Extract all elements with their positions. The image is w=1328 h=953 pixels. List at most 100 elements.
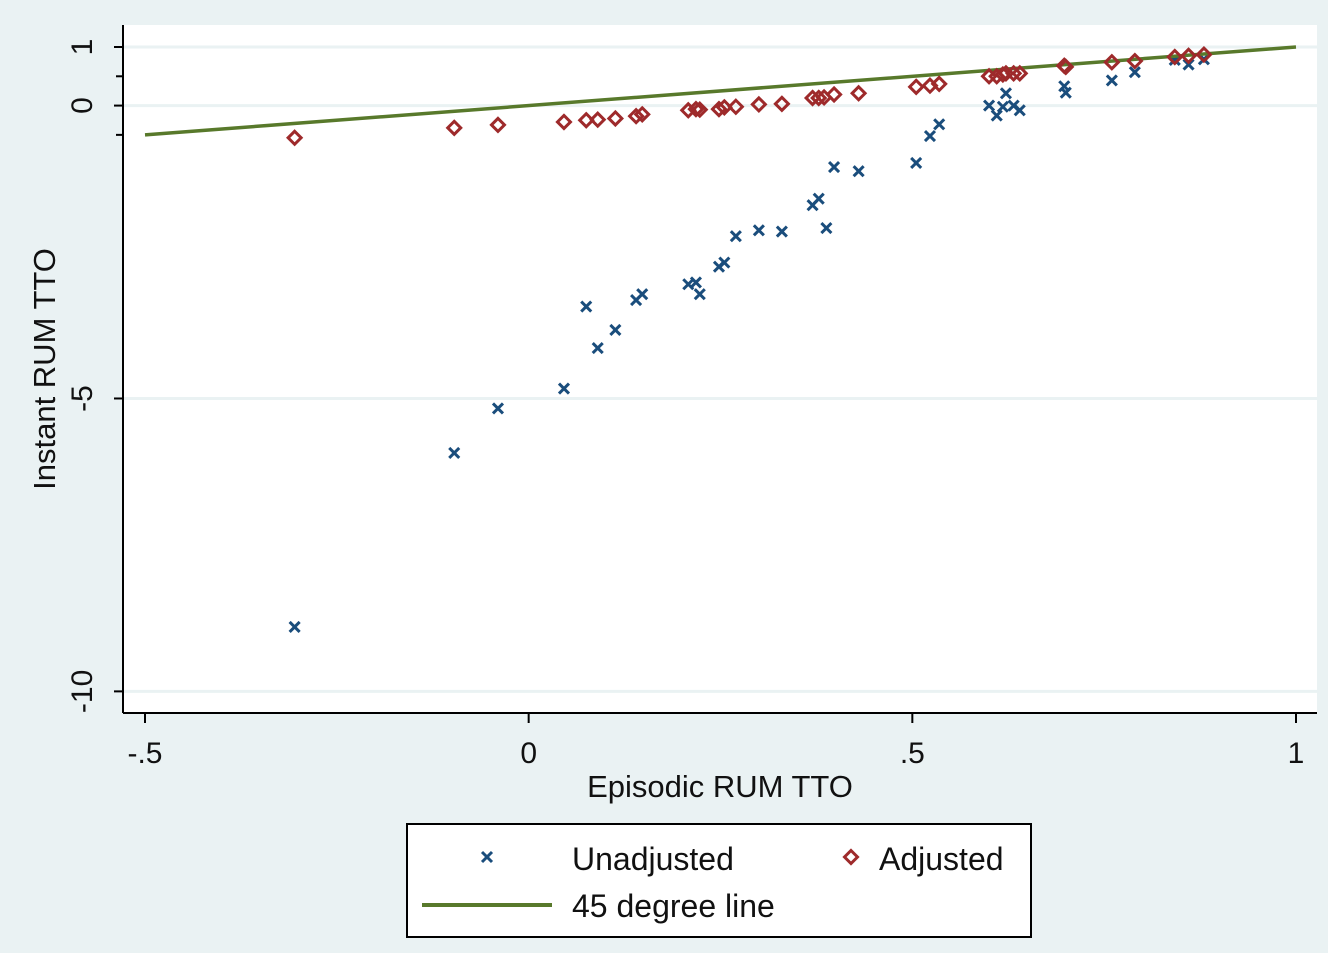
legend-marker-unadjusted bbox=[480, 850, 494, 864]
unadjusted-point bbox=[812, 192, 825, 205]
series-group bbox=[144, 45, 1297, 634]
unadjusted-point-stroke bbox=[718, 256, 731, 269]
unadjusted-point-stroke bbox=[591, 342, 604, 355]
legend-box bbox=[406, 823, 1032, 938]
unadjusted-point bbox=[820, 221, 833, 235]
unadjusted-point-stroke bbox=[288, 620, 301, 634]
y-axis-ticks: 1 0 -5 -10 bbox=[66, 39, 123, 713]
unadjusted-point bbox=[999, 87, 1013, 100]
unadjusted-point-stroke bbox=[1007, 99, 1020, 112]
adjusted-point bbox=[907, 78, 925, 96]
unadjusted-point-stroke bbox=[852, 165, 865, 178]
unadjusted-point bbox=[983, 99, 996, 112]
unadjusted-point-stroke bbox=[580, 300, 593, 313]
unadjusted-point bbox=[996, 100, 1009, 113]
gridlines bbox=[123, 45, 1317, 693]
unadjusted-point-stroke bbox=[729, 230, 742, 243]
adjusted-point bbox=[445, 119, 463, 137]
unadjusted-point-stroke bbox=[996, 100, 1009, 113]
unadjusted-point-stroke bbox=[609, 323, 622, 337]
unadjusted-point bbox=[828, 161, 841, 174]
unadjusted-point bbox=[693, 288, 706, 301]
legend-label-unadjusted: Unadjusted bbox=[572, 841, 734, 877]
adjusted-point bbox=[1179, 47, 1198, 65]
unadjusted-point-stroke bbox=[752, 224, 765, 237]
unadjusted-point bbox=[752, 224, 765, 237]
adjusted-point bbox=[1004, 64, 1023, 82]
adjusted-point bbox=[286, 129, 304, 147]
adjusted-point bbox=[773, 95, 791, 113]
adjusted-point bbox=[627, 107, 645, 125]
adjusted-point bbox=[1057, 58, 1075, 76]
legend: Unadjusted Adjusted 45 degree line bbox=[406, 823, 1032, 938]
unadjusted-point bbox=[636, 288, 649, 301]
unadjusted-point bbox=[729, 230, 742, 243]
adjusted-point bbox=[930, 75, 948, 93]
adjusted-point bbox=[849, 84, 868, 102]
y-axis-title: Instant RUM TTO bbox=[27, 248, 62, 490]
unadjusted-point-stroke bbox=[990, 109, 1003, 122]
x-tick-label: 0 bbox=[520, 737, 537, 770]
adjusted-point bbox=[589, 111, 607, 129]
adjusted-point bbox=[803, 89, 822, 107]
x-tick-label: 1 bbox=[1288, 737, 1305, 770]
unadjusted-point bbox=[491, 402, 505, 415]
unadjusted-point bbox=[852, 165, 865, 178]
adjusted-point bbox=[577, 111, 595, 129]
unadjusted-point bbox=[1128, 66, 1141, 79]
legend-label-45-degree-line: 45 degree line bbox=[572, 888, 775, 924]
unadjusted-point-stroke bbox=[1059, 86, 1072, 99]
unadjusted-point-stroke bbox=[689, 276, 703, 289]
unadjusted-point bbox=[718, 256, 731, 269]
unadjusted-point-stroke bbox=[828, 161, 841, 174]
adjusted-point bbox=[687, 100, 705, 118]
adjusted-point bbox=[710, 100, 728, 118]
y-tick-label: 0 bbox=[66, 97, 99, 114]
unadjusted-point bbox=[1105, 74, 1118, 87]
unadjusted-point bbox=[1013, 104, 1026, 117]
adjusted-point bbox=[1166, 48, 1184, 66]
unadjusted-point-stroke bbox=[910, 156, 923, 170]
adjusted-point bbox=[715, 98, 733, 116]
unadjusted-point-stroke bbox=[491, 402, 505, 415]
adjusted-point bbox=[810, 89, 828, 107]
x-axis-ticks: -.5 0 .5 1 bbox=[127, 713, 1304, 770]
adjusted-point bbox=[1103, 53, 1121, 71]
unadjusted-point-stroke bbox=[983, 99, 996, 112]
unadjusted-point-stroke bbox=[933, 118, 946, 131]
unadjusted-point-stroke bbox=[448, 446, 461, 460]
unadjusted-point bbox=[609, 323, 622, 337]
unadjusted-point bbox=[580, 300, 593, 313]
unadjusted-point bbox=[910, 156, 923, 170]
legend-label-adjusted: Adjusted bbox=[879, 841, 1004, 877]
adjusted-point bbox=[750, 95, 768, 114]
adjusted-point bbox=[606, 109, 624, 128]
unadjusted-point-stroke bbox=[775, 225, 788, 238]
adjusted-point bbox=[679, 101, 697, 119]
x-tick-label: -.5 bbox=[127, 737, 162, 770]
y-tick-label: 1 bbox=[66, 39, 99, 56]
adjusted-point bbox=[1011, 64, 1029, 82]
adjusted-point bbox=[825, 85, 843, 104]
unadjusted-point bbox=[990, 109, 1003, 122]
unadjusted-point bbox=[933, 118, 946, 131]
unadjusted-point bbox=[288, 620, 301, 634]
unadjusted-point bbox=[1182, 58, 1195, 71]
unadjusted-point-stroke bbox=[557, 382, 571, 395]
unadjusted-point-stroke bbox=[1182, 58, 1195, 71]
unadjusted-point bbox=[448, 446, 461, 460]
unadjusted-point bbox=[923, 129, 937, 143]
y-tick-label: -5 bbox=[66, 385, 99, 412]
y-tick-label: -10 bbox=[66, 670, 99, 713]
unadjusted-point-stroke bbox=[923, 129, 937, 143]
unadjusted-point-stroke bbox=[999, 87, 1013, 100]
unadjusted-point bbox=[1059, 86, 1072, 99]
legend-diamond-marker bbox=[842, 848, 860, 866]
unadjusted-point bbox=[557, 382, 571, 395]
legend-x-marker-stroke bbox=[480, 850, 494, 864]
unadjusted-point-stroke bbox=[1013, 104, 1026, 117]
adjusted-point bbox=[1126, 52, 1144, 70]
adjusted-point bbox=[555, 113, 573, 131]
